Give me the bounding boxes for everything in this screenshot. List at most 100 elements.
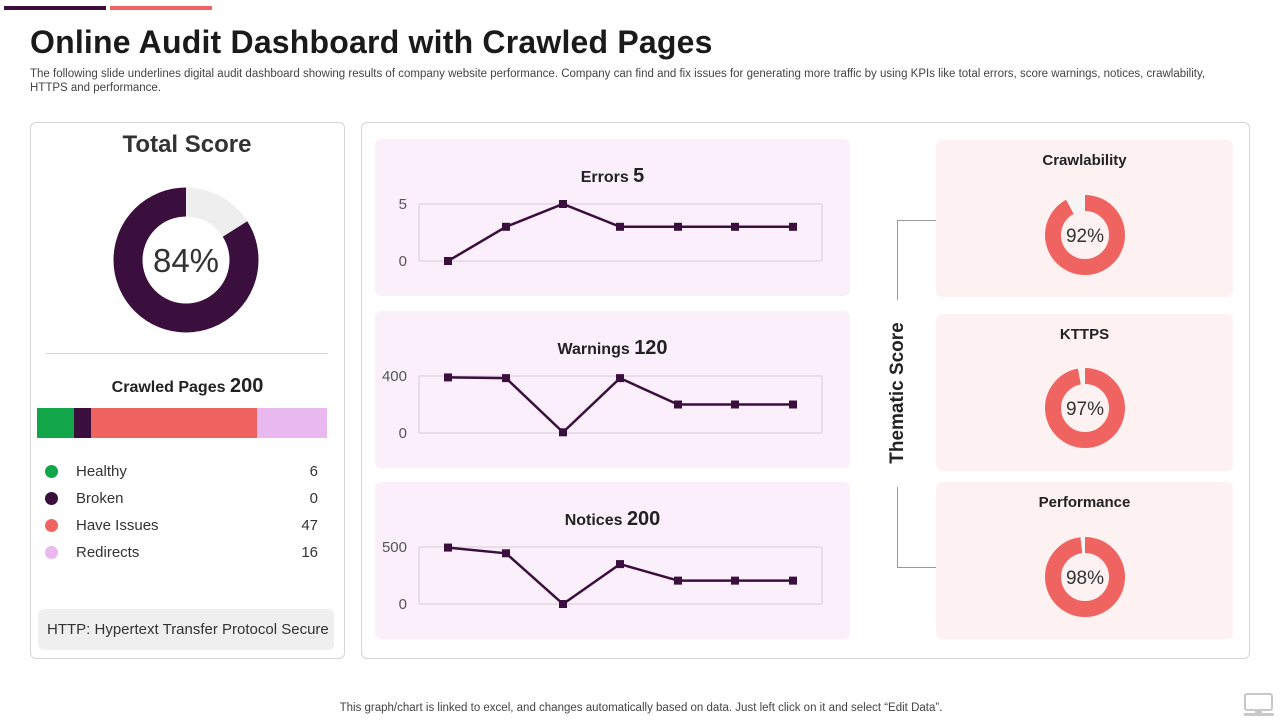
- data-point[interactable]: [502, 374, 510, 383]
- legend-value: 6: [309, 463, 318, 480]
- footer-note: This graph/chart is linked to excel, and…: [339, 702, 943, 714]
- bar-segment-broken: [73, 408, 91, 438]
- errors-title-label: Errors: [580, 169, 629, 186]
- legend-dot-have-issues: [45, 519, 58, 532]
- total-score-arc: [113, 187, 259, 333]
- data-point[interactable]: [616, 560, 624, 569]
- thematic-score-label: Thematic Score: [887, 322, 908, 464]
- data-point[interactable]: [502, 549, 510, 558]
- bracket-top-tick: [897, 220, 936, 221]
- data-point[interactable]: [559, 600, 567, 608]
- crawled-stacked-bar[interactable]: [37, 408, 327, 438]
- y-tick-label: 0: [399, 596, 407, 613]
- data-point[interactable]: [731, 222, 739, 231]
- legend-label: Healthy: [76, 463, 127, 480]
- performance-arc: [1045, 537, 1125, 617]
- y-tick-label: 0: [399, 253, 407, 270]
- legend-label: Broken: [76, 490, 124, 507]
- data-point[interactable]: [731, 400, 739, 409]
- kttps-card[interactable]: KTTPS 97%: [936, 314, 1233, 471]
- total-score-donut[interactable]: 84%: [110, 184, 262, 336]
- legend-item-healthy: Healthy 6: [44, 461, 324, 483]
- data-point[interactable]: [616, 374, 624, 383]
- crawled-pages-label: Crawled Pages: [111, 379, 226, 396]
- crawlability-card[interactable]: Crawlability 92%: [936, 140, 1233, 297]
- notices-chart: 500 0: [382, 539, 823, 613]
- data-point[interactable]: [789, 400, 797, 409]
- series-line: [447, 546, 793, 606]
- kttps-value: 97%: [1066, 399, 1104, 420]
- data-point[interactable]: [502, 222, 510, 231]
- bar-segment-healthy: [37, 408, 74, 438]
- legend-dot-broken: [45, 492, 58, 505]
- kttps-title: KTTPS: [1059, 326, 1110, 343]
- series-line: [447, 202, 793, 263]
- monitor-icon[interactable]: [1242, 692, 1276, 718]
- crawled-pages-title: Crawled Pages 200: [30, 375, 345, 398]
- legend-label: Redirects: [76, 544, 140, 561]
- left-divider: [46, 353, 328, 354]
- performance-title: Performance: [1038, 494, 1131, 511]
- kttps-donut: 97%: [1045, 368, 1125, 448]
- data-point[interactable]: [674, 222, 682, 231]
- legend-dot-redirects: [45, 546, 58, 559]
- notices-title: Notices 200: [375, 508, 850, 531]
- total-score-title: Total Score: [122, 131, 252, 158]
- notices-title-label: Notices: [564, 512, 623, 529]
- http-note-box: HTTP: Hypertext Transfer Protocol Secure: [38, 609, 334, 650]
- data-point[interactable]: [789, 576, 797, 585]
- legend-label: Have Issues: [76, 517, 159, 534]
- y-tick-label: 5: [399, 196, 407, 213]
- data-point[interactable]: [674, 400, 682, 409]
- data-point[interactable]: [616, 222, 624, 231]
- legend-dot-healthy: [45, 465, 58, 478]
- bracket-top-line: [897, 220, 898, 300]
- series-line: [447, 376, 793, 435]
- crawlability-arc: [1045, 195, 1125, 275]
- data-point[interactable]: [444, 373, 452, 382]
- accent-bar-red: [110, 6, 212, 10]
- legend-item-broken: Broken 0: [44, 488, 324, 510]
- bar-segment-have-issues: [90, 408, 258, 438]
- crawled-pages-total: 200: [229, 375, 264, 397]
- page-title: Online Audit Dashboard with Crawled Page…: [30, 24, 713, 60]
- crawlability-title: Crawlability: [1042, 152, 1127, 169]
- crawlability-value: 92%: [1066, 226, 1104, 247]
- bracket-bottom-line: [897, 487, 898, 568]
- notices-title-value: 200: [626, 508, 661, 530]
- kttps-arc: [1045, 368, 1125, 448]
- performance-value: 98%: [1066, 568, 1104, 589]
- legend-item-redirects: Redirects 16: [44, 542, 324, 564]
- performance-donut: 98%: [1045, 537, 1125, 617]
- y-tick-label: 0: [399, 425, 407, 442]
- data-point[interactable]: [789, 222, 797, 231]
- errors-chart: 50: [399, 196, 823, 270]
- warnings-title: Warnings 120: [375, 337, 850, 360]
- y-tick-label: 400: [382, 368, 407, 385]
- warnings-chart-card[interactable]: 400 0 Warnings 120: [375, 311, 850, 468]
- data-point[interactable]: [444, 543, 452, 552]
- errors-title-value: 5: [633, 165, 645, 187]
- data-point[interactable]: [731, 576, 739, 585]
- total-score-label: 84%: [153, 242, 219, 279]
- warnings-title-label: Warnings: [557, 341, 630, 358]
- warnings-title-value: 120: [634, 337, 668, 359]
- accent-bar-dark: [4, 6, 106, 10]
- warnings-chart: 400 0: [382, 368, 823, 442]
- bracket-bottom-tick: [897, 567, 936, 568]
- data-point[interactable]: [559, 428, 567, 437]
- bar-segment-redirects: [257, 408, 327, 438]
- performance-card[interactable]: Performance 98%: [936, 482, 1233, 639]
- data-point[interactable]: [444, 257, 452, 265]
- page-subtitle: The following slide underlines digital a…: [30, 68, 1206, 94]
- data-point[interactable]: [674, 576, 682, 585]
- crawlability-donut: 92%: [1045, 195, 1125, 275]
- notices-chart-card[interactable]: 500 0 Notices 200: [375, 482, 850, 639]
- data-point[interactable]: [559, 200, 567, 208]
- legend-value: 47: [301, 517, 318, 534]
- errors-title: Errors 5: [375, 165, 850, 188]
- y-tick-label: 500: [382, 539, 407, 556]
- legend-value: 16: [301, 544, 318, 561]
- legend-value: 0: [309, 490, 318, 507]
